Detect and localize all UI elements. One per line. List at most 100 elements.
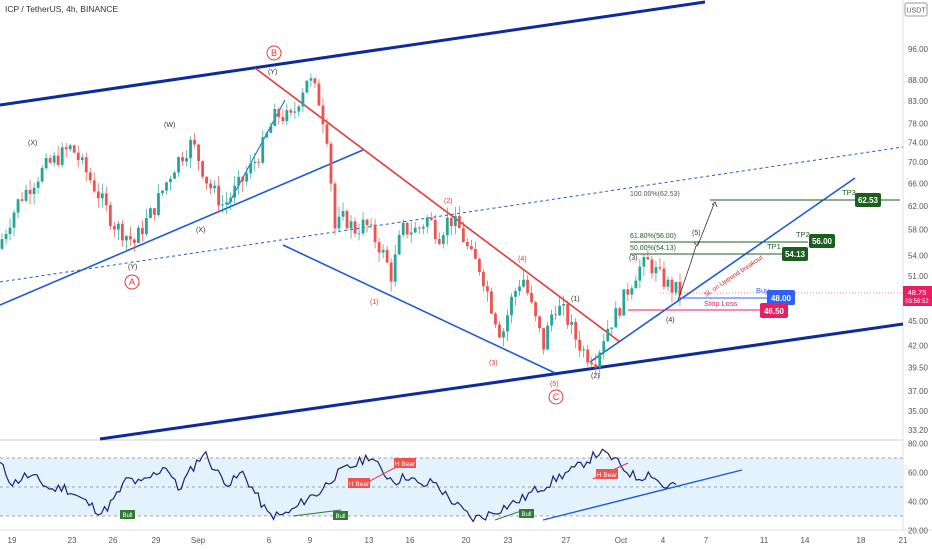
wave-n4: (4): [666, 317, 675, 324]
candle-body: [201, 161, 204, 177]
trendline-a: [0, 149, 364, 306]
candle-body: [313, 78, 317, 84]
channel-lower-line: [99, 322, 904, 441]
chart-title: ICP / TetherUS, 4h, BINANCE: [5, 4, 118, 14]
price-tick-label: 78.00: [908, 119, 929, 128]
candle-body: [678, 282, 682, 296]
wave-n3: (3): [629, 255, 638, 262]
uptrend-line: [589, 177, 856, 363]
price-tick-label: 51.00: [908, 272, 929, 281]
rsi-bull-label-3: Bull: [521, 512, 531, 518]
candle-body: [578, 339, 582, 351]
candle-body: [445, 217, 449, 236]
price-tick-label: 74.00: [908, 138, 929, 147]
channel-mid-dotted-line: [0, 146, 904, 283]
rsi-bear-label-3: H Bear: [597, 472, 618, 479]
candle-body: [341, 211, 345, 217]
candle-body: [181, 157, 184, 162]
candle-body: [469, 246, 473, 249]
rsi-bull-label-1: Bull: [122, 513, 132, 519]
candle-body: [68, 145, 72, 150]
candle-body: [441, 235, 445, 244]
candle-body: [626, 289, 630, 295]
rsi-trendline: [542, 469, 743, 521]
candle-body: [650, 259, 654, 274]
price-tick-label: 62.00: [908, 202, 929, 211]
time-tick-label: 6: [267, 536, 272, 545]
candle-body: [112, 226, 116, 230]
tp1-box: [782, 247, 808, 261]
buy-value: 48.00: [771, 294, 792, 303]
candle-body: [630, 288, 634, 295]
candle-body: [413, 227, 417, 233]
candle-body: [137, 228, 140, 243]
wave-c3: (3): [489, 360, 498, 367]
candle-body: [510, 296, 513, 316]
candle-body: [610, 327, 614, 329]
time-tick-label: 19: [8, 536, 17, 545]
candle-body: [618, 308, 622, 316]
rsi-bear-label-2: H Bear: [395, 461, 416, 468]
candle-body: [353, 221, 357, 234]
candle-body: [221, 204, 225, 206]
time-axis: 19 23 26 29 Sep 6 9 13 16 20 23 27 Oct 4 7 11 14 18 21: [8, 536, 908, 545]
stop-label: Stop Loss: [704, 299, 738, 308]
candle-body: [241, 176, 245, 182]
stop-value: 46.50: [764, 307, 785, 316]
wave-c5: (5): [550, 381, 559, 388]
candle-body: [369, 224, 373, 226]
time-tick-label: 11: [760, 536, 769, 545]
time-tick-label: 18: [857, 536, 866, 545]
candle-body: [381, 249, 385, 253]
candle-body: [28, 189, 32, 195]
candle-body: [425, 217, 429, 227]
last-price-badge: [903, 286, 932, 306]
candle-body: [558, 305, 562, 316]
candle-body: [173, 172, 176, 179]
candle-body: [84, 157, 88, 173]
candle-body: [56, 155, 60, 165]
candle-body: [670, 279, 674, 293]
candle-body: [317, 83, 321, 106]
candle-body: [658, 267, 662, 269]
candle-body: [486, 286, 489, 292]
time-tick-label: 7: [704, 536, 709, 545]
buy-label: Buy: [756, 286, 769, 295]
candle-body: [157, 193, 160, 215]
wave-n1: (1): [571, 296, 580, 303]
candle-body: [293, 111, 297, 113]
candle-body: [277, 108, 281, 118]
time-tick-label: 26: [109, 536, 118, 545]
candle-body: [116, 223, 120, 230]
candle-body: [437, 239, 441, 244]
currency-badge-box: [904, 2, 928, 17]
candle-body: [108, 205, 112, 227]
candle-body: [498, 324, 501, 338]
candle-body: [417, 227, 421, 229]
candle-body: [457, 215, 461, 229]
candle-body: [321, 105, 325, 125]
candle-body: [490, 291, 493, 314]
candle-body: [128, 236, 132, 240]
candle-body: [36, 181, 40, 188]
projection-path-1: [677, 245, 697, 301]
candle-body: [209, 183, 213, 189]
candle-body: [76, 152, 80, 161]
price-tick-label: 83.00: [908, 97, 929, 106]
candle-body: [48, 158, 52, 163]
candle-body: [64, 147, 68, 150]
candle-body: [245, 173, 249, 182]
downtrend-red-line: [254, 67, 621, 343]
candle-body: [225, 202, 229, 205]
wave-a-circle: [124, 274, 140, 290]
wave-c4: (4): [518, 256, 527, 263]
wave-a-label: A: [129, 277, 135, 287]
tp2-value: 56.00: [812, 237, 833, 246]
candle-body: [393, 254, 397, 282]
candle-body: [449, 217, 453, 227]
wave-x2: (X): [196, 227, 205, 234]
candle-body: [197, 144, 200, 162]
candle-body: [602, 341, 606, 353]
candle-body: [0, 239, 4, 249]
